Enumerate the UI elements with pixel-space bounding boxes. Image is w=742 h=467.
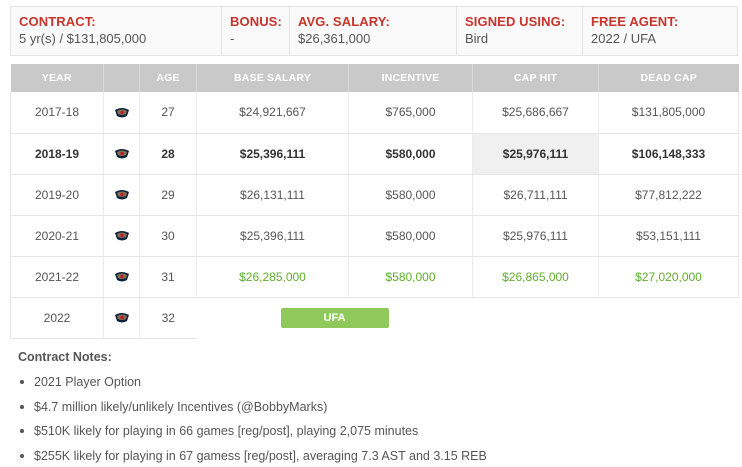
cell-team [103,92,140,134]
summary-contract-value: 5 yr(s) / $131,805,000 [19,31,147,46]
cell-year: 2021-22 [10,256,104,298]
pelicans-logo-icon[interactable] [114,311,130,325]
list-item: $255K likely for playing in 67 gamess [r… [18,448,738,467]
table-row: 2020-21 30 $25,396,111 $580,000 $25,976,… [10,215,739,257]
cell-base-salary: $25,396,111 [196,215,349,257]
list-item: $510K likely for playing in 66 games [re… [18,423,738,448]
cell-dead-cap: $77,812,222 [598,174,739,216]
cell-dead-cap: $27,020,000 [598,256,739,298]
contract-notes-list: 2021 Player Option $4.7 million likely/u… [18,374,738,467]
cell-age: 32 [139,297,197,339]
cell-age: 29 [139,174,197,216]
cell-cap-hit: $25,686,667 [472,92,599,134]
summary-bonus-value: - [230,31,235,46]
cell-incentive: $580,000 [348,174,473,216]
cell-age: 28 [139,133,197,175]
cell-dead-cap: $131,805,000 [598,92,739,134]
list-item: $4.7 million likely/unlikely Incentives … [18,399,738,424]
summary-free-agent-label: FREE AGENT: [591,14,679,29]
header-dead-cap: DEAD CAP [598,64,739,92]
cell-year: 2019-20 [10,174,104,216]
cell-age: 30 [139,215,197,257]
summary-bonus-label: BONUS: [230,14,282,29]
header-incentive: INCENTIVE [348,64,473,92]
cell-age: 31 [139,256,197,298]
table-row-free-agent: 2022 32 UFA [10,297,739,339]
cell-year: 2018-19 [10,133,104,175]
cell-team [103,215,140,257]
cell-empty [599,297,739,338]
contract-table: YEAR AGE BASE SALARY INCENTIVE CAP HIT D… [10,64,739,339]
summary-avg-salary: AVG. SALARY: $26,361,000 [290,7,457,55]
cell-incentive: $580,000 [348,256,473,298]
pelicans-logo-icon[interactable] [114,188,130,202]
contract-notes: Contract Notes: 2021 Player Option $4.7 … [18,350,738,467]
header-year: YEAR [10,64,104,92]
table-row: 2017-18 27 $24,921,667 $765,000 $25,686,… [10,92,739,134]
pelicans-logo-icon[interactable] [114,270,130,284]
contract-notes-title: Contract Notes: [18,350,112,364]
cell-year: 2017-18 [10,92,104,134]
cell-base-salary: $25,396,111 [196,133,349,175]
cell-incentive: $580,000 [348,133,473,175]
summary-avg-salary-label: AVG. SALARY: [298,14,390,29]
contract-summary: CONTRACT: 5 yr(s) / $131,805,000 BONUS: … [10,6,738,56]
cell-incentive: $580,000 [348,215,473,257]
cell-dead-cap: $53,151,111 [598,215,739,257]
cell-year: 2020-21 [10,215,104,257]
cell-team [103,297,140,339]
cell-team [103,133,140,175]
header-cap-hit: CAP HIT [472,64,599,92]
cell-year: 2022 [10,297,104,339]
pelicans-logo-icon[interactable] [114,229,130,243]
cell-incentive: $765,000 [348,92,473,134]
header-team [103,64,140,92]
header-age: AGE [139,64,197,92]
cell-base-salary: $26,131,111 [196,174,349,216]
summary-contract: CONTRACT: 5 yr(s) / $131,805,000 [11,7,222,55]
summary-free-agent: FREE AGENT: 2022 / UFA [583,7,737,55]
summary-bonus: BONUS: - [222,7,290,55]
cell-team [103,256,140,298]
pelicans-logo-icon[interactable] [114,147,130,161]
table-header-row: YEAR AGE BASE SALARY INCENTIVE CAP HIT D… [10,64,739,92]
summary-contract-label: CONTRACT: [19,14,96,29]
cell-cap-hit: $25,976,111 [472,215,599,257]
summary-free-agent-value: 2022 / UFA [591,31,657,46]
table-row: 2019-20 29 $26,131,111 $580,000 $26,711,… [10,174,739,216]
cell-cap-hit: $25,976,111 [472,133,599,175]
header-base-salary: BASE SALARY [196,64,349,92]
summary-signed-using: SIGNED USING: Bird [457,7,583,55]
table-row-option: 2021-22 31 $26,285,000 $580,000 $26,865,… [10,256,739,298]
cell-cap-hit: $26,865,000 [472,256,599,298]
table-row-current: 2018-19 28 $25,396,111 $580,000 $25,976,… [10,133,739,175]
cell-cap-hit: $26,711,111 [472,174,599,216]
ufa-badge: UFA [280,307,389,328]
summary-avg-salary-value: $26,361,000 [298,31,371,46]
list-item: 2021 Player Option [18,374,738,399]
cell-base-salary: $24,921,667 [196,92,349,134]
cell-base-salary: $26,285,000 [196,256,349,298]
pelicans-logo-icon[interactable] [114,106,130,120]
cell-team [103,174,140,216]
summary-signed-using-value: Bird [465,31,489,46]
cell-ufa: UFA [197,297,599,338]
cell-age: 27 [139,92,197,134]
summary-signed-using-label: SIGNED USING: [465,14,566,29]
cell-dead-cap: $106,148,333 [598,133,739,175]
